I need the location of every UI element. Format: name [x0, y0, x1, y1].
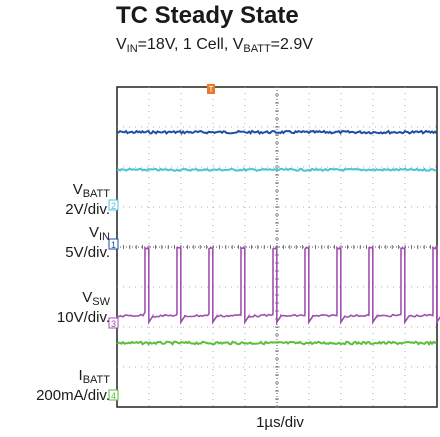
subtitle-vin-sym: V [116, 36, 127, 53]
label-vbatt: VBATT 2V/div. [65, 181, 110, 218]
scale-vbatt: 2V/div. [65, 201, 110, 218]
trace-ibatt [116, 340, 437, 346]
marker-ch3-text: 3 [111, 319, 116, 329]
marker-ch2-text: 2 [111, 201, 116, 211]
subtitle-vin-sub: IN [126, 43, 138, 55]
marker-ch4 [108, 389, 119, 401]
subtitle-vbatt-sub: BATT [243, 43, 271, 55]
label-vsw: VSW 10V/div. [56, 289, 110, 326]
trigger-marker [207, 84, 215, 94]
trigger-marker-text: T [209, 85, 214, 94]
marker-ch1 [108, 238, 119, 250]
chart-subtitle: VIN=18V, 1 Cell, VBATT=2.9V [116, 36, 313, 55]
trace-vbatt [116, 167, 437, 172]
x-axis-label: 1µs/div [256, 414, 304, 431]
trace-vin [116, 129, 438, 135]
marker-ch1-text: 1 [111, 240, 116, 250]
label-vin: VIN 5V/div. [65, 224, 110, 261]
scale-vsw: 10V/div. [56, 309, 110, 326]
trace-vsw [116, 246, 440, 325]
chart-title: TC Steady State [116, 2, 299, 29]
marker-ch4-text: 4 [111, 391, 116, 401]
subtitle-vbatt-val: =2.9V [270, 36, 313, 53]
marker-ch2 [108, 199, 119, 211]
label-ibatt: IBATT 200mA/div. [36, 367, 110, 404]
scale-vin: 5V/div. [65, 244, 110, 261]
subtitle-vbatt-sym: V [232, 36, 244, 53]
marker-ch3 [108, 317, 119, 329]
subtitle-vin-val: =18V, 1 Cell, [137, 36, 233, 53]
scale-ibatt: 200mA/div. [36, 387, 110, 404]
